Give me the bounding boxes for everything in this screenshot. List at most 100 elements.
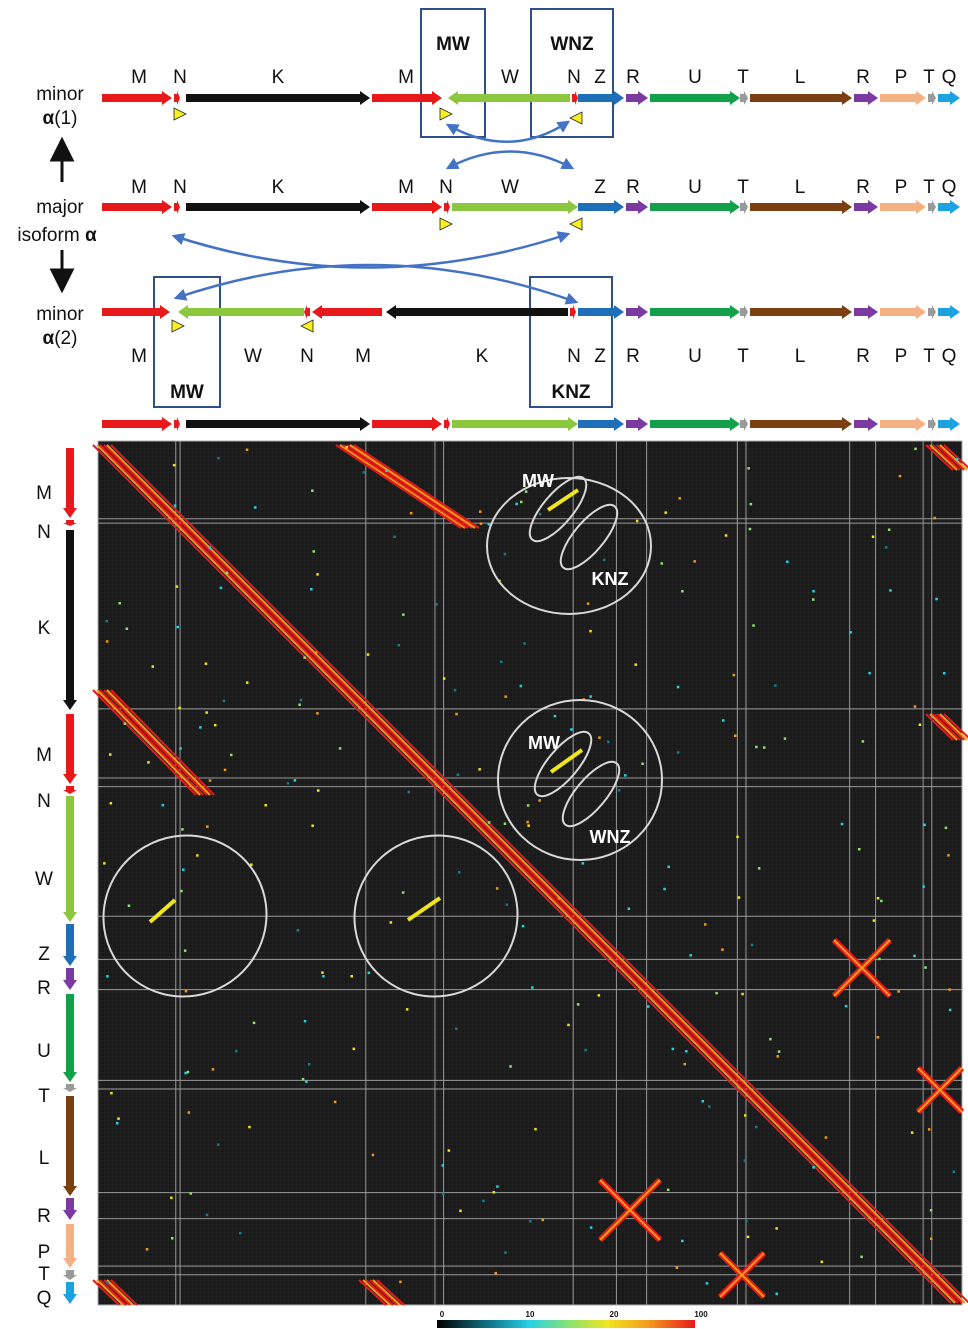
scatter-dot	[820, 1260, 824, 1264]
scatter-dot	[409, 511, 413, 515]
scatter-dot	[208, 546, 212, 549]
scatter-dot	[393, 535, 396, 538]
scatter-dot	[402, 613, 405, 616]
scatter-dot	[671, 1047, 675, 1051]
box-label-mw-bottom: MW	[170, 382, 204, 403]
scatter-dot	[479, 510, 482, 513]
scatter-dot	[116, 1122, 119, 1125]
scatter-dot	[897, 990, 900, 993]
side-gene-arrow	[63, 1096, 77, 1196]
side-gene-arrow	[63, 1282, 77, 1304]
scatter-dot	[933, 516, 936, 520]
main-diagonal-band	[92, 444, 952, 1304]
repeat-diagonal-band	[339, 444, 466, 529]
annotation-inner-knz-top	[559, 503, 619, 571]
gene-arrow	[372, 200, 442, 214]
row3-gene: K	[476, 346, 489, 367]
scatter-dot	[634, 663, 637, 666]
scatter-dot	[453, 688, 457, 692]
similarity-streak	[148, 898, 177, 924]
repeat-diagonal-band	[99, 689, 204, 796]
scatter-dot	[441, 1164, 444, 1167]
scatter-dot	[296, 929, 300, 932]
gene-arrow	[578, 200, 624, 214]
repeat-diagonal-band	[110, 1279, 138, 1306]
scatter-dot	[515, 502, 518, 506]
row2-gene-labels: M N K M N W Z R U T L R P T Q	[131, 177, 956, 198]
row2-gene: K	[272, 177, 285, 198]
gene-arrow	[186, 200, 370, 214]
side-gene: N	[37, 522, 51, 543]
gene-arrow	[928, 417, 936, 431]
scatter-dot	[125, 627, 129, 630]
scatter-dot	[504, 695, 507, 698]
scatter-dot	[910, 1131, 914, 1134]
scatter-dot	[176, 625, 179, 629]
scatter-dot	[947, 854, 950, 857]
scatter-dot	[496, 1185, 499, 1188]
scatter-dot	[455, 1027, 458, 1030]
scatter-dot	[755, 745, 758, 749]
gene-arrow	[174, 200, 180, 214]
scatter-dot	[299, 698, 303, 702]
gene-arrow	[650, 91, 740, 105]
scatter-dot	[747, 467, 750, 470]
scatter-dot	[750, 943, 754, 947]
scatter-dot	[722, 719, 725, 722]
scatter-dot	[478, 768, 481, 771]
connector-row2-row3-a	[171, 231, 571, 269]
scatter-dot	[206, 825, 209, 828]
gene-arrow	[570, 305, 576, 319]
main-diagonal-band	[99, 444, 959, 1304]
gene-arrow	[444, 200, 450, 214]
row3-gene: M	[131, 346, 147, 367]
gene-arrow	[102, 417, 172, 431]
scatter-dot	[913, 705, 917, 708]
scatter-dot	[774, 684, 777, 687]
scatter-dot	[935, 597, 938, 601]
gene-arrow	[854, 305, 878, 319]
scatter-dot	[196, 854, 199, 857]
side-gene: Z	[38, 944, 50, 965]
box-mw-bottom	[153, 276, 221, 408]
scatter-dot	[943, 672, 946, 675]
gene-arrow	[750, 91, 852, 105]
color-scale-bar: 0 10 20 100	[437, 1310, 708, 1328]
scatter-dot	[303, 656, 306, 659]
scatter-dot	[752, 624, 755, 627]
scatter-dot	[745, 1220, 748, 1223]
row3-gene: W	[244, 346, 262, 367]
box-label-knz-bottom: KNZ	[551, 382, 590, 403]
svg-text:α(1): α(1)	[43, 108, 78, 129]
side-gene-arrow	[63, 1270, 77, 1280]
scatter-dot	[641, 762, 644, 765]
side-gene: T	[38, 1264, 50, 1285]
scatter-dot	[385, 469, 388, 472]
annotation-circle-center	[353, 834, 519, 998]
scatter-dot	[955, 458, 959, 461]
side-gene: Q	[37, 1288, 52, 1309]
scatter-dot	[898, 474, 902, 478]
scatter-dot	[824, 1136, 828, 1139]
gene-arrow	[174, 417, 180, 431]
repeat-diagonal-band	[103, 689, 208, 796]
scatter-dot	[576, 1003, 580, 1006]
row2-gene: L	[795, 177, 806, 198]
scatter-dot	[880, 899, 883, 903]
scatter-dot	[743, 1159, 747, 1162]
repeat-diagonal-band	[353, 444, 480, 529]
scatter-dot	[913, 954, 916, 958]
scatter-dot	[876, 897, 880, 900]
annotation-circle-top	[486, 477, 652, 615]
scatter-dot	[352, 1047, 356, 1051]
main-diagonal-band	[96, 444, 956, 1304]
scatter-dot	[685, 1050, 688, 1053]
scatter-dot	[316, 712, 319, 715]
side-gene-track	[63, 448, 77, 1304]
gene-arrow	[928, 305, 936, 319]
scatter-dot	[178, 706, 181, 710]
main-diagonal-band	[106, 444, 966, 1304]
gene-arrow	[854, 417, 878, 431]
box-mw-top	[420, 8, 486, 138]
gene-arrow	[452, 417, 578, 431]
